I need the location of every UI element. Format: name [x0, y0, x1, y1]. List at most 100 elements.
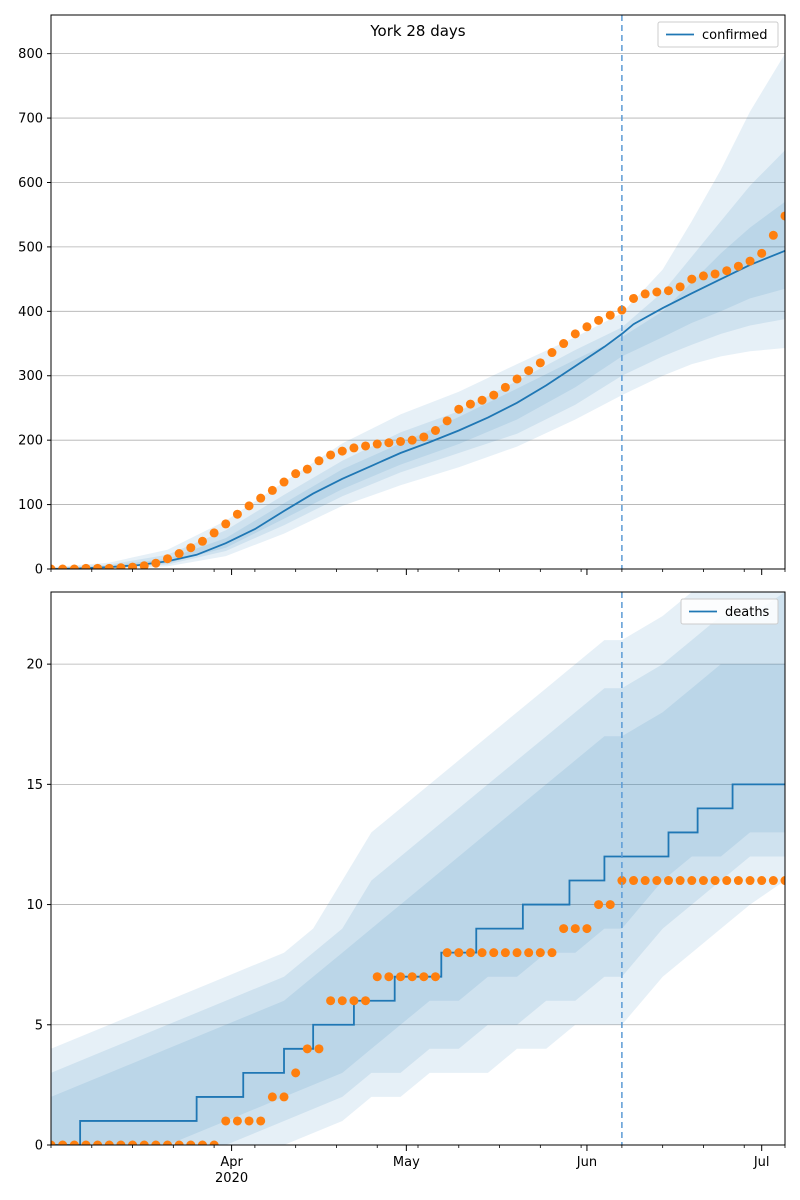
band-outer — [51, 592, 785, 1145]
observed-point — [116, 563, 126, 569]
observed-point — [163, 554, 173, 564]
observed-point — [372, 972, 382, 982]
observed-point — [256, 1116, 266, 1126]
observed-point — [500, 382, 510, 392]
observed-point — [465, 399, 475, 409]
y-tick-label: 300 — [18, 369, 43, 384]
observed-point — [512, 374, 522, 384]
observed-point — [384, 438, 394, 448]
observed-point — [396, 436, 406, 446]
observed-point — [326, 450, 336, 460]
observed-point — [116, 1140, 126, 1145]
observed-point — [279, 477, 289, 487]
observed-point — [640, 876, 650, 886]
observed-point — [209, 528, 219, 538]
x-tick-label: May — [393, 1155, 420, 1170]
legend-box — [680, 598, 779, 625]
x-tick-label: Jun — [576, 1155, 597, 1170]
observed-point — [442, 416, 452, 426]
observed-point — [349, 996, 359, 1006]
observed-point — [442, 948, 452, 958]
observed-point — [605, 900, 615, 910]
observed-point — [291, 469, 301, 479]
legend-label: deaths — [725, 605, 770, 620]
observed-point — [337, 996, 347, 1006]
y-tick-label: 10 — [26, 898, 43, 913]
observed-point — [547, 948, 557, 958]
observed-point — [419, 432, 429, 442]
observed-point — [244, 501, 254, 511]
observed-point — [361, 441, 371, 451]
observed-point — [722, 876, 732, 886]
observed-point — [594, 315, 604, 325]
observed-point — [430, 972, 440, 982]
observed-point — [221, 519, 231, 529]
y-tick-label: 400 — [18, 305, 43, 320]
observed-point — [698, 271, 708, 281]
observed-point — [430, 426, 440, 435]
observed-point — [663, 876, 673, 886]
observed-point — [733, 261, 743, 271]
observed-point — [640, 289, 650, 299]
observed-point — [757, 248, 767, 258]
observed-point — [232, 1116, 242, 1126]
observed-point — [314, 1044, 324, 1054]
observed-point — [582, 924, 592, 934]
x-tick-label: Jul — [753, 1155, 770, 1170]
observed-point — [780, 211, 785, 221]
y-tick-label: 800 — [18, 47, 43, 62]
observed-point — [757, 876, 767, 886]
observed-point — [244, 1116, 254, 1126]
observed-point — [594, 900, 604, 910]
y-tick-label: 20 — [26, 658, 43, 673]
observed-point — [465, 948, 475, 958]
observed-point — [349, 443, 359, 453]
plot-area — [51, 592, 785, 1145]
observed-point — [489, 948, 499, 958]
observed-point — [69, 1140, 79, 1145]
band-middle — [51, 150, 785, 569]
observed-point — [93, 1140, 103, 1145]
observed-point — [675, 876, 685, 886]
observed-point — [559, 924, 569, 934]
observed-point — [663, 286, 673, 296]
y-tick-label: 500 — [18, 240, 43, 255]
observed-point — [535, 358, 545, 368]
band-middle — [51, 592, 785, 1145]
observed-point — [384, 972, 394, 982]
observed-point — [396, 972, 406, 982]
observed-point — [477, 948, 487, 958]
observed-point — [419, 972, 429, 982]
observed-point — [267, 485, 277, 495]
observed-point — [326, 996, 336, 1006]
observed-point — [407, 435, 417, 445]
observed-point — [314, 456, 324, 466]
observed-point — [51, 564, 56, 569]
observed-point — [81, 563, 91, 569]
observed-point — [687, 876, 697, 886]
observed-point — [652, 876, 662, 886]
observed-point — [745, 256, 755, 266]
observed-point — [454, 948, 464, 958]
observed-point — [477, 395, 487, 405]
y-tick-label: 0 — [35, 563, 43, 578]
observed-point — [687, 274, 697, 284]
observed-point — [151, 558, 161, 568]
observed-point — [768, 876, 778, 886]
observed-point — [570, 329, 580, 339]
observed-point — [69, 564, 79, 569]
observed-point — [186, 543, 196, 553]
y-tick-label: 700 — [18, 112, 43, 127]
y-tick-label: 100 — [18, 498, 43, 513]
observed-point — [629, 876, 639, 886]
observed-point — [51, 1140, 56, 1145]
observed-point — [617, 876, 627, 886]
observed-point — [104, 563, 114, 569]
legend-label: confirmed — [702, 28, 768, 43]
observed-point — [128, 1140, 138, 1145]
observed-point — [547, 348, 557, 358]
observed-point — [710, 269, 720, 279]
band-inner — [51, 664, 785, 1145]
